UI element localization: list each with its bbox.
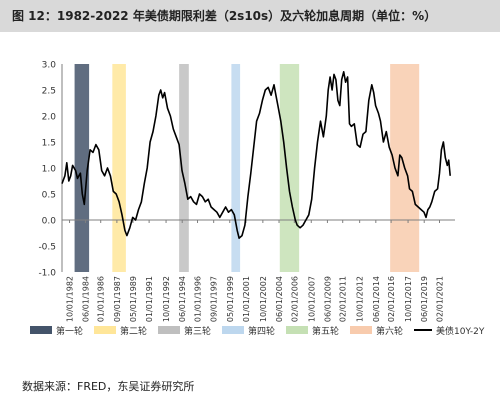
- cycle-band-5: [279, 64, 300, 272]
- x-tick-label: 01/01/1996: [194, 276, 203, 322]
- x-tick-label: 02/01/2006: [290, 276, 299, 322]
- legend: 第一轮 第二轮 第三轮 第四轮 第五轮 第六轮 美债10Y-2Y: [30, 325, 485, 337]
- legend-label-5: 第五轮: [312, 325, 339, 337]
- axes: -1.0 -0.5 0.0 0.5 1.0 1.5 2.0 2.5 3.0 10/01/1982 0…: [38, 61, 455, 322]
- x-tick-label: 01/01/1991: [145, 276, 154, 322]
- legend-swatch-1: [30, 326, 52, 334]
- chart-title: 图 12：1982-2022 年美债期限利差（2s10s）及六轮加息周期（单位：…: [0, 0, 500, 32]
- cycle-band-2: [112, 64, 126, 272]
- cycle-band-4: [231, 64, 241, 272]
- x-tick-label: 01/01/1986: [97, 276, 106, 322]
- y-tick-label: 0.0: [42, 217, 57, 227]
- spread-line: [61, 71, 451, 239]
- legend-label-4: 第四轮: [248, 325, 275, 337]
- x-tick-label: 05/01/1989: [129, 276, 138, 322]
- x-tick-label: 09/01/1987: [113, 276, 122, 322]
- y-tick-label: -1.0: [38, 269, 56, 279]
- x-tick-label: 06/01/2014: [372, 276, 381, 322]
- legend-label-1: 第一轮: [56, 325, 83, 337]
- legend-series-label: 美债10Y-2Y: [436, 325, 485, 337]
- y-tick-label: 1.5: [42, 139, 56, 149]
- legend-swatch-4: [222, 326, 244, 334]
- legend-swatch-3: [158, 326, 180, 334]
- cycle-bands: [74, 64, 420, 272]
- x-tick-label: 09/01/1997: [210, 276, 219, 322]
- legend-swatch-5: [286, 326, 308, 334]
- x-tick-label: 10/01/2012: [356, 276, 365, 322]
- chart: -1.0 -0.5 0.0 0.5 1.0 1.5 2.0 2.5 3.0 10/01/1982 0…: [30, 61, 485, 337]
- y-tick-label: 2.5: [42, 87, 56, 97]
- y-tick-label: 0.5: [42, 191, 56, 201]
- series-line-1: [61, 71, 451, 239]
- x-tick-label: 10/01/2007: [307, 276, 316, 322]
- x-tick-label: 02/01/2021: [436, 276, 445, 322]
- x-tick-label: 06/01/1994: [178, 276, 187, 322]
- x-tick-label: 06/01/1984: [81, 276, 90, 322]
- source-note: 数据来源：FRED，东吴证券研究所: [22, 380, 195, 393]
- x-tick-label: 06/01/2004: [275, 276, 284, 322]
- legend-swatch-6: [350, 326, 372, 334]
- x-tick-label: 10/01/2002: [259, 276, 268, 322]
- y-tick-label: -0.5: [38, 243, 56, 253]
- cycle-band-3: [179, 64, 189, 272]
- y-tick-label: 2.0: [42, 113, 57, 123]
- y-tick-label: 1.0: [42, 165, 57, 175]
- legend-label-6: 第六轮: [376, 325, 403, 337]
- x-tick-label: 02/01/2011: [339, 276, 348, 322]
- y-tick-label: 3.0: [42, 61, 57, 71]
- x-tick-label: 06/01/2019: [420, 276, 429, 322]
- x-tick-label: 01/01/2001: [242, 276, 251, 322]
- x-tick-label: 05/01/1999: [226, 276, 235, 322]
- legend-label-2: 第二轮: [120, 325, 147, 337]
- x-tick-label: 10/01/2017: [404, 276, 413, 322]
- x-tick-label: 10/01/1992: [162, 276, 171, 322]
- x-tick-label: 02/01/2016: [387, 276, 396, 322]
- x-tick-label: 06/01/2009: [323, 276, 332, 322]
- x-tick-label: 10/01/1982: [66, 276, 75, 322]
- legend-swatch-2: [94, 326, 116, 334]
- legend-label-3: 第三轮: [184, 325, 211, 337]
